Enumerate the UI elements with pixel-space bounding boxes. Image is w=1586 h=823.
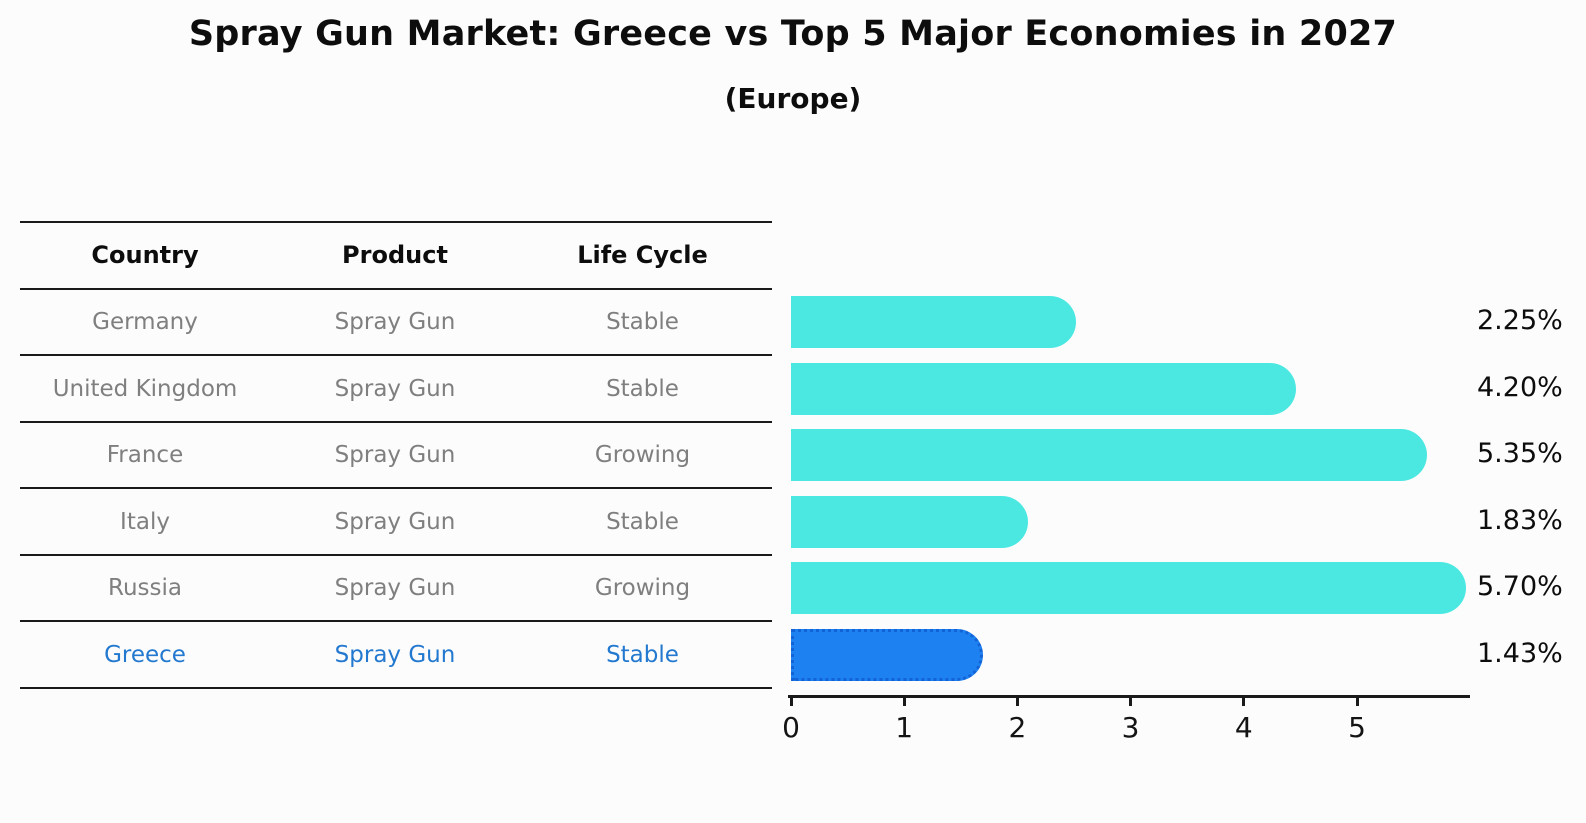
table-divider-line: [20, 287, 772, 290]
table-cell-product: Spray Gun: [334, 575, 456, 601]
table-cell-product: Spray Gun: [334, 508, 456, 535]
bar-value-label: 4.20%: [1477, 371, 1563, 403]
table-cell-life-cycle: Growing: [594, 442, 691, 468]
chart-title: Spray Gun Market: Greece vs Top 5 Major …: [188, 14, 1398, 54]
table-cell-life-cycle: Stable: [606, 641, 679, 668]
table-divider-line: [20, 420, 772, 423]
bar: [791, 495, 1029, 548]
table-row: France Spray Gun Growing: [20, 422, 765, 488]
x-axis-tick-mark: [902, 695, 906, 706]
table-cell-product: Spray Gun: [334, 442, 456, 468]
x-axis-tick-mark: [1015, 695, 1019, 706]
bar-value-label: 5.70%: [1477, 571, 1563, 602]
x-axis-tick-mark: [1242, 695, 1246, 706]
table-cell-life-cycle: Stable: [606, 375, 679, 402]
bar: [791, 429, 1427, 481]
x-axis-tick-label: 3: [1121, 711, 1140, 744]
table-divider-line: [20, 354, 772, 356]
x-axis-tick-label: 1: [895, 711, 914, 744]
table-header-life-cycle: Life Cycle: [577, 241, 708, 269]
table-divider-line: [20, 686, 772, 689]
table-cell-life-cycle: Stable: [606, 508, 679, 535]
bar: [791, 562, 1467, 614]
table-cell-life-cycle: Stable: [606, 309, 679, 335]
x-axis-tick-label: 2: [1008, 711, 1027, 744]
table-row: Italy Spray Gun Stable: [20, 489, 765, 555]
table-row: Russia Spray Gun Growing: [20, 555, 765, 621]
bar-value-label: 5.35%: [1477, 438, 1563, 469]
table-cell-product: Spray Gun: [334, 375, 456, 402]
x-axis-line: [788, 695, 1470, 698]
x-axis-tick-label: 5: [1348, 711, 1366, 744]
table-row: Greece Spray Gun Stable: [20, 622, 765, 688]
x-axis-tick-label: 4: [1234, 711, 1253, 744]
table-cell-country: Germany: [92, 309, 198, 335]
bar: [791, 296, 1076, 348]
x-axis-tick-mark: [1355, 695, 1359, 706]
x-axis-tick-mark: [789, 695, 793, 706]
table-divider-line: [20, 620, 772, 622]
table-cell-product: Spray Gun: [334, 641, 456, 668]
table-header-product: Product: [342, 241, 448, 269]
table-header-country: Country: [91, 241, 199, 269]
x-axis-tick-mark: [1129, 695, 1133, 706]
table-cell-country: France: [106, 442, 184, 468]
table-divider-line: [20, 487, 772, 489]
bar-value-label: 2.25%: [1477, 305, 1563, 336]
table-cell-product: Spray Gun: [334, 309, 456, 335]
table-cell-life-cycle: Growing: [594, 575, 691, 601]
table-divider-line: [20, 221, 772, 223]
chart-subtitle: (Europe): [724, 82, 862, 115]
bar-value-label: 1.43%: [1477, 637, 1563, 669]
table-row: United Kingdom Spray Gun Stable: [20, 356, 765, 422]
table-cell-country: Russia: [108, 575, 182, 601]
table-cell-country: Greece: [104, 641, 186, 668]
bar-value-label: 1.83%: [1477, 504, 1563, 536]
table-cell-country: Italy: [120, 508, 170, 535]
bar: [791, 362, 1297, 415]
table-divider-line: [20, 553, 772, 556]
bar-highlight-greece: [791, 628, 983, 681]
x-axis-tick-label: 0: [782, 711, 800, 744]
table-header-row: Country Product Life Cycle: [20, 222, 765, 288]
table-cell-country: United Kingdom: [52, 375, 238, 402]
table-row: Germany Spray Gun Stable: [20, 289, 765, 355]
